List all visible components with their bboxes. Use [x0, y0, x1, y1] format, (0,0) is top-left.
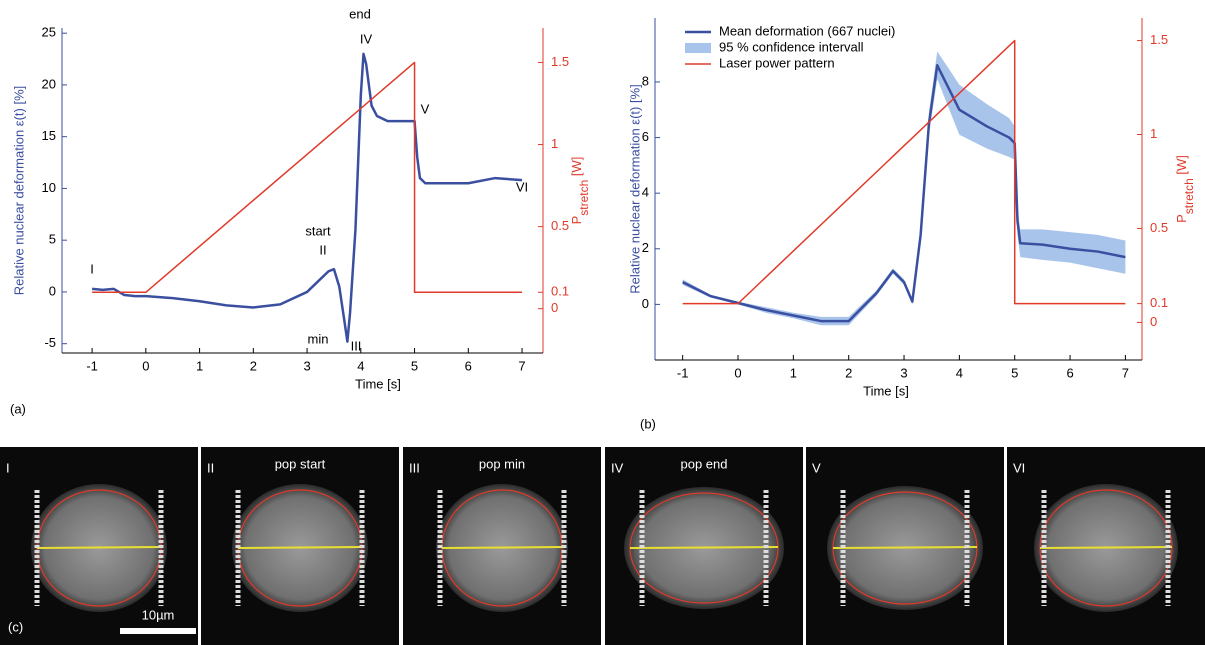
annotation: V: [421, 101, 430, 116]
x-tick-label: 4: [357, 358, 364, 373]
y-axis-label: Relative nuclear deformation ε(t) [%]: [11, 86, 26, 296]
panel-caption: pop end: [681, 456, 728, 471]
x-tick-label: 6: [465, 358, 472, 373]
x-tick-label: 0: [142, 358, 149, 373]
y-tick-label: 2: [642, 240, 649, 255]
x-tick-label: 7: [1122, 365, 1129, 380]
measure-line: [629, 546, 779, 549]
y2-label-part: [W]: [569, 157, 584, 180]
x-tick-label: 1: [196, 358, 203, 373]
laser-line: [682, 39, 1126, 305]
panel-numeral: II: [207, 460, 214, 475]
y-tick-label: 10: [42, 180, 56, 195]
y-tick-label: 25: [42, 25, 56, 40]
y-tick-label: 20: [42, 76, 56, 91]
x-tick-label: -1: [86, 358, 98, 373]
annotation: min: [308, 331, 329, 346]
y2-axis-label: Pstretch [W]: [569, 157, 591, 225]
x-tick-label: 3: [900, 365, 907, 380]
annotation: I: [90, 261, 94, 276]
y2-label-part: stretch: [577, 180, 591, 216]
panel-label: (b): [640, 416, 656, 431]
y2-tick-label: 1: [1150, 126, 1157, 141]
panel-label: (a): [10, 401, 26, 416]
y2-tick-label: 0.1: [1150, 295, 1168, 310]
x-tick-label: 1: [790, 365, 797, 380]
annotation: II: [319, 242, 326, 257]
y2-tick-label: 1.5: [551, 54, 569, 69]
measure-line: [441, 546, 563, 549]
measure-line: [36, 546, 162, 549]
y2-tick-label: 0: [1150, 314, 1157, 329]
y-tick-label: 8: [642, 73, 649, 88]
y2-label-part: [W]: [1174, 155, 1189, 178]
x-axis-label: Time [s]: [355, 376, 401, 391]
y2-label-part: stretch: [1182, 178, 1196, 214]
legend-label: Mean deformation (667 nuclei): [719, 23, 895, 38]
x-tick-label: 5: [411, 358, 418, 373]
panel-label: (c): [8, 619, 23, 634]
y-tick-label: 4: [642, 185, 649, 200]
x-tick-label: 0: [734, 365, 741, 380]
deformation-line: [91, 52, 523, 343]
panel-caption: pop start: [275, 456, 326, 471]
legend-label: Laser power pattern: [719, 55, 835, 70]
panel-numeral: VI: [1013, 460, 1025, 475]
y-tick-label: 5: [49, 232, 56, 247]
x-tick-label: 2: [250, 358, 257, 373]
y-axis-label: Relative nuclear deformation ε(t) [%]: [627, 84, 642, 294]
annotation: end: [349, 6, 371, 21]
x-tick-label: 7: [518, 358, 525, 373]
y2-tick-label: 0: [551, 300, 558, 315]
panel-numeral: I: [6, 460, 10, 475]
x-tick-label: 2: [845, 365, 852, 380]
legend-swatch: [685, 43, 711, 53]
annotation: VI: [516, 179, 528, 194]
y2-tick-label: 0.1: [551, 284, 569, 299]
panel-numeral: III: [409, 460, 420, 475]
y2-tick-label: 1: [551, 136, 558, 151]
laser-line: [92, 61, 523, 294]
panel-numeral: V: [812, 460, 821, 475]
x-tick-label: -1: [677, 365, 689, 380]
y2-tick-label: 1.5: [1150, 32, 1168, 47]
y-tick-label: 15: [42, 128, 56, 143]
y-tick-label: 0: [642, 296, 649, 311]
scale-bar-label: 10µm: [142, 607, 175, 622]
x-tick-label: 3: [303, 358, 310, 373]
annotation: start: [305, 223, 331, 238]
deformation-line: [682, 64, 1126, 323]
scale-bar: [120, 628, 196, 634]
x-tick-label: 6: [1066, 365, 1073, 380]
y2-label-part: P: [1174, 214, 1189, 223]
panel-caption: pop min: [479, 456, 525, 471]
y-tick-label: -5: [44, 335, 56, 350]
y2-tick-label: 0.5: [1150, 220, 1168, 235]
x-axis-label: Time [s]: [863, 383, 909, 398]
annotation: III: [351, 338, 362, 353]
measure-line: [1039, 546, 1173, 549]
y2-axis-label: Pstretch [W]: [1174, 155, 1196, 223]
panel-numeral: IV: [611, 460, 624, 475]
x-tick-label: 5: [1011, 365, 1018, 380]
measure-line: [237, 546, 363, 549]
annotation: IV: [360, 31, 373, 46]
y-tick-label: 6: [642, 129, 649, 144]
y2-tick-label: 0.5: [551, 218, 569, 233]
measure-line: [832, 546, 978, 549]
y-tick-label: 0: [49, 283, 56, 298]
y2-label-part: P: [569, 216, 584, 225]
legend-label: 95 % confidence intervall: [719, 39, 864, 54]
x-tick-label: 4: [956, 365, 963, 380]
